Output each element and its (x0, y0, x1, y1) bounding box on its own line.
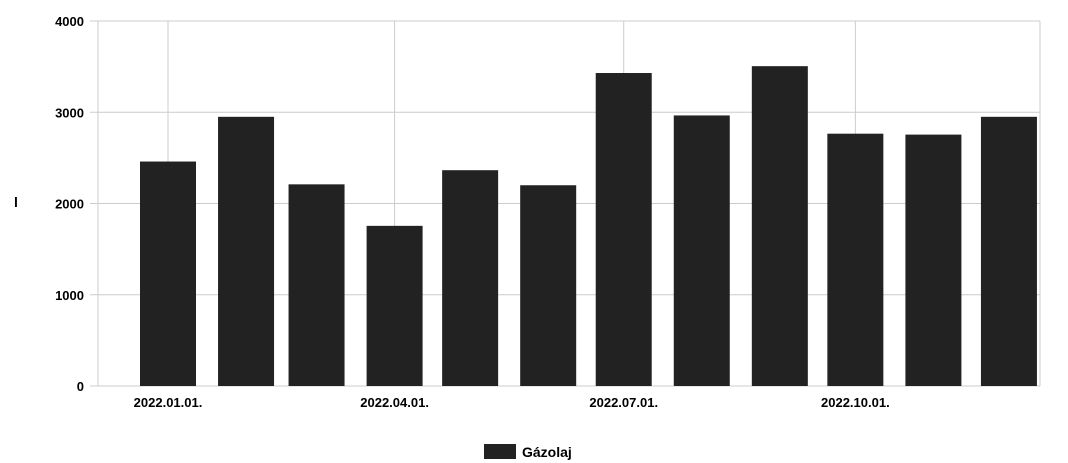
bar[interactable] (905, 134, 962, 386)
y-tick-label: 0 (77, 379, 84, 394)
legend[interactable]: Gázolaj (484, 444, 572, 460)
y-tick-label: 1000 (55, 288, 84, 303)
bars (140, 66, 1037, 386)
y-tick-label: 2000 (55, 197, 84, 212)
bar[interactable] (827, 133, 884, 386)
x-tick-label: 2022.01.01. (134, 395, 203, 410)
bar[interactable] (366, 225, 423, 386)
x-tick-label: 2022.04.01. (360, 395, 429, 410)
legend-swatch (484, 444, 516, 459)
legend-label: Gázolaj (522, 444, 572, 460)
bar[interactable] (980, 116, 1037, 386)
x-tick-label: 2022.07.01. (589, 395, 658, 410)
y-tick-label: 4000 (55, 14, 84, 29)
bar[interactable] (673, 115, 730, 386)
y-tick-label: 3000 (55, 105, 84, 120)
bar[interactable] (595, 73, 652, 386)
x-tick-label: 2022.10.01. (821, 395, 890, 410)
bar[interactable] (520, 185, 577, 386)
y-axis-ticks: 0 1000 2000 3000 4000 (55, 14, 84, 394)
bar[interactable] (218, 116, 275, 386)
y-axis-label: l (14, 194, 18, 210)
bar[interactable] (442, 170, 499, 386)
x-axis-ticks: 2022.01.01. 2022.04.01. 2022.07.01. 2022.10… (134, 395, 890, 410)
bar[interactable] (288, 184, 345, 386)
bar[interactable] (140, 161, 196, 386)
bar[interactable] (751, 66, 808, 386)
